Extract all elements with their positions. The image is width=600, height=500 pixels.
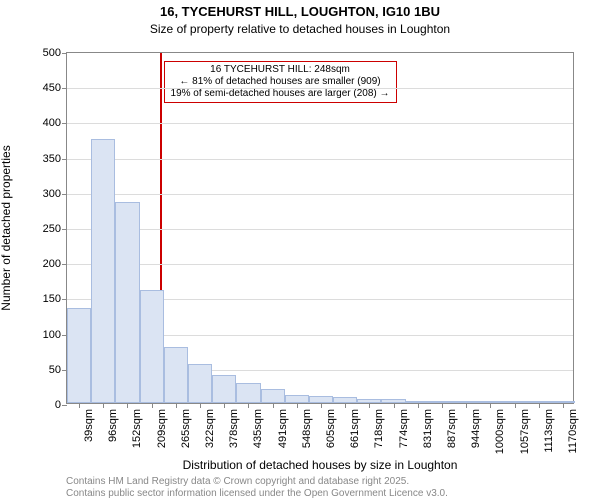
chart-subtitle: Size of property relative to detached ho… [0, 22, 600, 36]
ytick-mark [62, 123, 67, 124]
histogram-chart: 16, TYCEHURST HILL, LOUGHTON, IG10 1BU S… [0, 0, 600, 500]
xtick-mark [152, 403, 153, 408]
ytick-label: 450 [43, 82, 61, 94]
ytick-mark [62, 229, 67, 230]
histogram-bar [67, 308, 91, 403]
xtick-mark [490, 403, 491, 408]
xtick-mark [418, 403, 419, 408]
xtick-label: 378sqm [228, 409, 240, 448]
xtick-mark [563, 403, 564, 408]
xtick-label: 39sqm [83, 409, 95, 442]
xtick-mark [321, 403, 322, 408]
xtick-mark [79, 403, 80, 408]
ytick-label: 400 [43, 117, 61, 129]
xtick-label: 944sqm [470, 409, 482, 448]
xtick-label: 491sqm [277, 409, 289, 448]
histogram-bar [285, 395, 309, 403]
xtick-label: 1113sqm [543, 409, 555, 453]
ytick-label: 200 [43, 258, 61, 270]
ytick-mark [62, 405, 67, 406]
xtick-label: 718sqm [373, 409, 385, 448]
xtick-mark [297, 403, 298, 408]
xtick-label: 96sqm [107, 409, 119, 442]
annotation-line: 19% of semi-detached houses are larger (… [171, 88, 390, 100]
ytick-mark [62, 299, 67, 300]
ytick-label: 150 [43, 293, 61, 305]
gridline [67, 229, 573, 230]
ytick-mark [62, 194, 67, 195]
xtick-label: 661sqm [349, 409, 361, 448]
xtick-mark [539, 403, 540, 408]
xtick-mark [345, 403, 346, 408]
ytick-label: 500 [43, 47, 61, 59]
xtick-label: 1000sqm [494, 409, 506, 454]
attribution-line-1: Contains HM Land Registry data © Crown c… [66, 476, 409, 487]
histogram-bar [115, 202, 139, 403]
xtick-label: 548sqm [301, 409, 313, 448]
histogram-bar [212, 375, 236, 403]
ytick-label: 100 [43, 329, 61, 341]
histogram-bar [91, 139, 115, 403]
xtick-mark [200, 403, 201, 408]
histogram-bar [140, 290, 164, 403]
annotation-line: ← 81% of detached houses are smaller (90… [171, 76, 390, 88]
annotation-box: 16 TYCEHURST HILL: 248sqm← 81% of detach… [164, 61, 397, 103]
xtick-mark [442, 403, 443, 408]
xtick-label: 435sqm [252, 409, 264, 448]
xtick-label: 209sqm [156, 409, 168, 448]
gridline [67, 264, 573, 265]
xtick-label: 265sqm [180, 409, 192, 448]
annotation-line: 16 TYCEHURST HILL: 248sqm [171, 64, 390, 76]
gridline [67, 194, 573, 195]
xtick-mark [224, 403, 225, 408]
attribution-line-2: Contains public sector information licen… [66, 488, 448, 499]
ytick-mark [62, 159, 67, 160]
x-axis-label: Distribution of detached houses by size … [66, 458, 574, 472]
ytick-label: 250 [43, 223, 61, 235]
xtick-mark [176, 403, 177, 408]
xtick-label: 887sqm [446, 409, 458, 448]
xtick-mark [103, 403, 104, 408]
histogram-bar [188, 364, 212, 403]
xtick-mark [394, 403, 395, 408]
ytick-label: 0 [55, 399, 61, 411]
histogram-bar [261, 389, 285, 403]
chart-title: 16, TYCEHURST HILL, LOUGHTON, IG10 1BU [0, 4, 600, 19]
xtick-mark [466, 403, 467, 408]
xtick-label: 152sqm [131, 409, 143, 448]
xtick-label: 1057sqm [519, 409, 531, 454]
ytick-label: 50 [49, 364, 61, 376]
xtick-label: 1170sqm [567, 409, 579, 453]
xtick-label: 605sqm [325, 409, 337, 448]
gridline [67, 159, 573, 160]
ytick-label: 350 [43, 153, 61, 165]
y-axis-label: Number of detached properties [0, 52, 13, 404]
plot-area: 16 TYCEHURST HILL: 248sqm← 81% of detach… [66, 52, 574, 404]
gridline [67, 123, 573, 124]
ytick-mark [62, 53, 67, 54]
xtick-mark [127, 403, 128, 408]
gridline [67, 88, 573, 89]
histogram-bar [164, 347, 188, 403]
xtick-mark [273, 403, 274, 408]
ytick-mark [62, 88, 67, 89]
xtick-label: 322sqm [204, 409, 216, 448]
xtick-mark [515, 403, 516, 408]
xtick-mark [248, 403, 249, 408]
xtick-label: 831sqm [422, 409, 434, 448]
xtick-mark [369, 403, 370, 408]
xtick-label: 774sqm [398, 409, 410, 448]
histogram-bar [236, 383, 260, 403]
histogram-bar [309, 396, 333, 403]
ytick-mark [62, 264, 67, 265]
ytick-label: 300 [43, 188, 61, 200]
